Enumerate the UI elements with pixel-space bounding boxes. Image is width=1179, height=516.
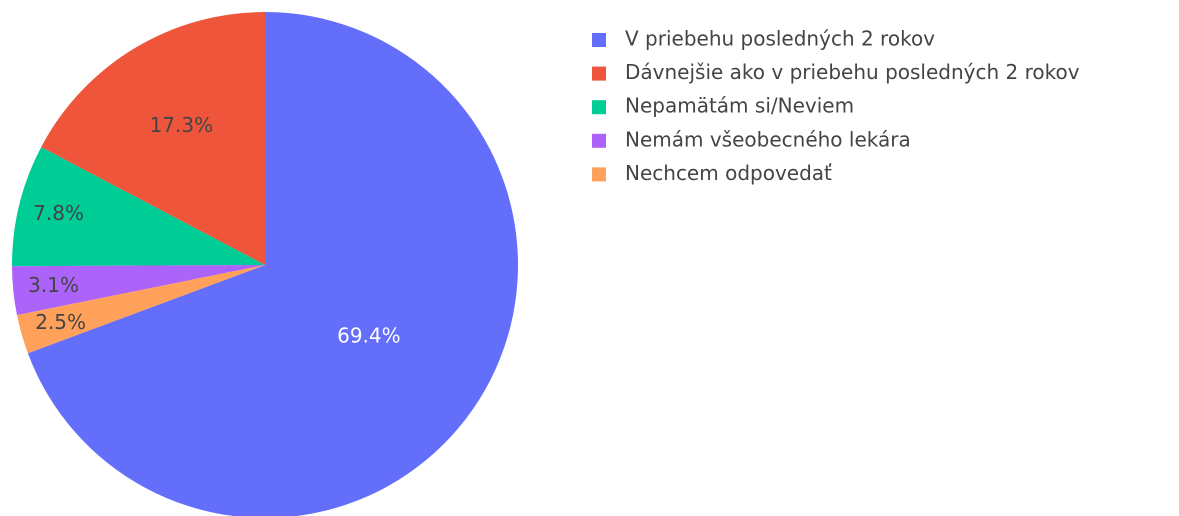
legend-label: Nepamätám si/Neviem	[625, 94, 854, 118]
pie-slice	[12, 265, 265, 316]
legend-swatch	[592, 167, 606, 182]
legend-swatch	[592, 66, 606, 81]
slice-label: 69.4%	[337, 324, 401, 348]
legend-swatch	[592, 100, 606, 115]
slice-label: 3.1%	[28, 273, 79, 297]
legend-label: Nemám všeobecného lekára	[625, 127, 911, 151]
legend-label: Dávnejšie ako v priebehu posledných 2 ro…	[625, 60, 1080, 84]
pie-slice	[41, 12, 266, 265]
legend-label: Nechcem odpovedať	[625, 161, 832, 185]
pie-slice	[27, 12, 518, 516]
legend-swatch	[592, 133, 606, 148]
slice-label: 2.5%	[35, 310, 86, 334]
pie-slice	[17, 265, 265, 354]
legend-swatch	[592, 33, 606, 47]
legend-label: V priebehu posledných 2 rokov	[625, 27, 935, 51]
pie-slice	[12, 147, 266, 267]
slice-label: 17.3%	[150, 113, 214, 137]
slice-label: 7.8%	[33, 201, 84, 225]
